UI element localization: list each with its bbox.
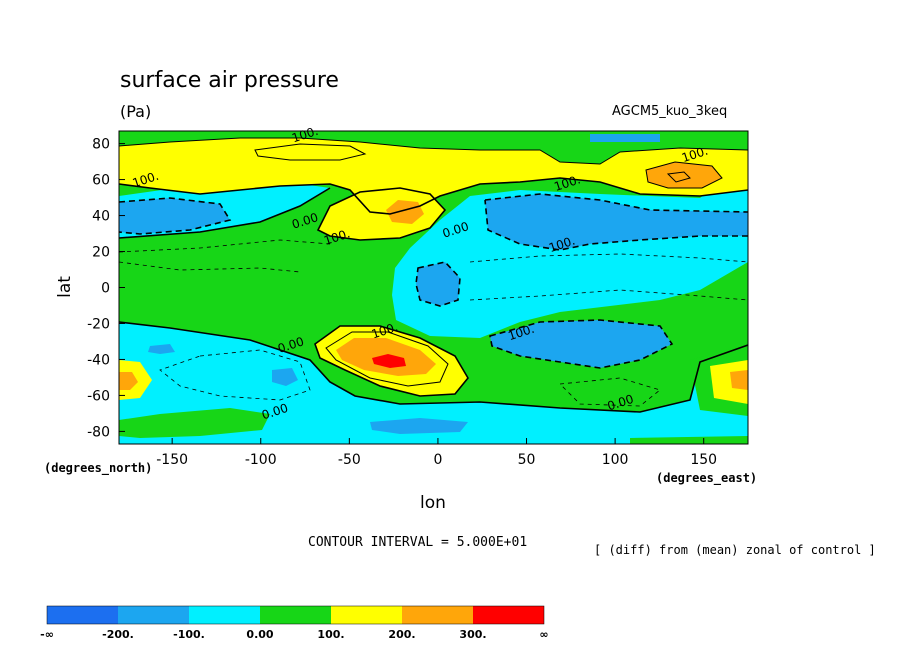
contour-lines <box>119 137 748 413</box>
orange-region-se <box>730 370 748 390</box>
red-region <box>372 354 406 368</box>
dashed-contours <box>119 193 748 369</box>
x-tick-label: 0 <box>433 452 442 468</box>
legend-swatch <box>402 606 473 624</box>
y-tick-label: 60 <box>92 173 110 189</box>
y-tick-label: -80 <box>87 424 110 440</box>
model-name: AGCM5_kuo_3keq <box>612 104 728 119</box>
legend-swatch <box>118 606 189 624</box>
x-axis-label: lon <box>420 493 446 513</box>
legend-label: -∞ <box>40 628 54 641</box>
difference-note: [ (diff) from (mean) zonal of control ] <box>594 543 876 557</box>
legend-label: -200. <box>102 628 134 641</box>
chart-title: surface air pressure <box>120 68 339 93</box>
plot-field <box>119 131 748 444</box>
green-region-south <box>119 408 270 438</box>
y-tick-label: 0 <box>101 281 110 297</box>
chart-units: (Pa) <box>120 102 152 121</box>
blue-region-south <box>370 418 468 434</box>
x-tick-label: -100 <box>245 452 277 468</box>
legend-label: 300. <box>459 628 486 641</box>
legend-frame <box>46 605 545 625</box>
x-tick-label: 150 <box>690 452 717 468</box>
thin-dashed-contours <box>119 239 748 407</box>
x-tick-label: -150 <box>156 452 188 468</box>
blue-region-center <box>416 262 460 306</box>
y-tick-label: 80 <box>92 137 110 153</box>
y-axis: 80 60 40 20 0 -20 -40 -60 -80 <box>87 137 125 440</box>
yellow-region-north <box>119 138 748 214</box>
legend-label: 0.00 <box>246 628 273 641</box>
legend-label: ∞ <box>539 628 548 641</box>
legend-label: 200. <box>388 628 415 641</box>
x-tick-label: -50 <box>338 452 361 468</box>
y-tick-label: -40 <box>87 352 110 368</box>
legend-swatch <box>473 606 544 624</box>
blue-region-se <box>490 320 672 368</box>
yellow-region-se <box>710 360 748 404</box>
yellow-region-mid <box>318 188 445 240</box>
y-tick-label: -60 <box>87 388 110 404</box>
legend-swatch <box>260 606 331 624</box>
y-axis-label: lat <box>55 276 75 298</box>
x-tick-label: 50 <box>518 452 536 468</box>
y-tick-label: 20 <box>92 245 110 261</box>
blue-region-top <box>590 134 660 142</box>
orange-region-mid <box>386 200 424 224</box>
blue-region-sw2 <box>272 368 298 386</box>
orange-region-sw <box>119 372 138 390</box>
legend-label: -100. <box>173 628 205 641</box>
color-legend: -∞ -200. -100. 0.00 100. 200. 300. ∞ <box>40 605 549 641</box>
blue-region-ne <box>485 194 748 250</box>
y-tick-label: 40 <box>92 209 110 225</box>
orange-region-ne <box>646 162 722 188</box>
legend-swatch <box>331 606 402 624</box>
legend-swatch <box>47 606 118 624</box>
legend-swatch <box>189 606 260 624</box>
blue-region-sw1 <box>148 344 175 354</box>
x-units-label: (degrees_north) <box>44 461 153 475</box>
green-region-bottom <box>630 436 748 444</box>
contour-interval: CONTOUR INTERVAL = 5.000E+01 <box>308 535 528 550</box>
y-units-label: (degrees_east) <box>656 471 758 485</box>
blue-region-nw <box>119 198 230 234</box>
y-tick-label: -20 <box>87 316 110 332</box>
x-tick-label: 100 <box>602 452 629 468</box>
x-axis: -150 -100 -50 0 50 100 150 <box>156 438 717 468</box>
legend-label: 100. <box>317 628 344 641</box>
